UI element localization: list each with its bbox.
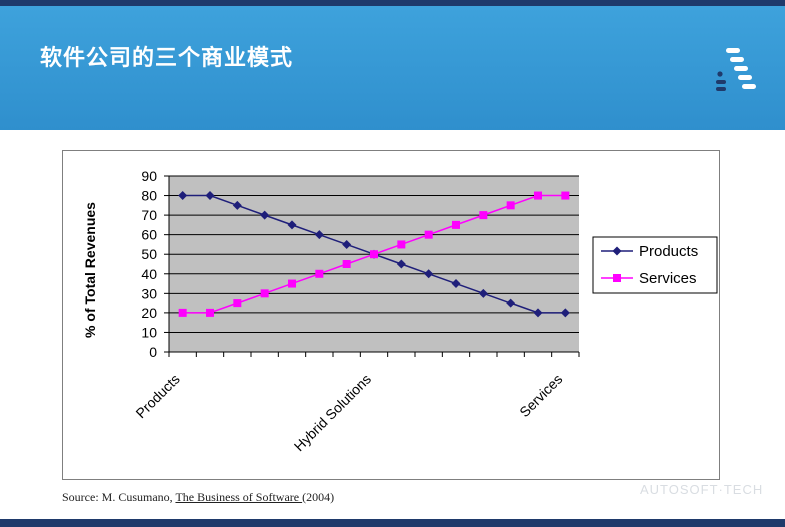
data-point xyxy=(533,308,543,318)
data-point xyxy=(396,259,406,269)
legend-marker xyxy=(612,246,622,256)
x-tick-label: Hybrid Solutions xyxy=(291,371,374,454)
data-point xyxy=(178,191,188,201)
legend: Products Services xyxy=(592,236,718,294)
data-point xyxy=(452,220,460,229)
data-point xyxy=(506,201,515,210)
source-year: (2004) xyxy=(302,490,335,504)
y-tick-label: 10 xyxy=(141,324,157,340)
watermark-text: AUTOSOFT·TECH xyxy=(640,482,764,497)
source-book-title: The Business of Software xyxy=(175,490,303,504)
data-point xyxy=(342,239,352,249)
data-point xyxy=(314,230,324,240)
y-tick-label: 90 xyxy=(141,168,157,184)
y-tick-label: 60 xyxy=(141,227,157,243)
y-tick-label: 80 xyxy=(141,188,157,204)
data-point xyxy=(560,308,570,318)
data-point xyxy=(370,250,378,259)
data-point xyxy=(479,211,488,220)
data-point xyxy=(260,210,270,220)
slide-title: 软件公司的三个商业模式 xyxy=(40,46,294,71)
data-point xyxy=(342,260,351,268)
legend-box xyxy=(592,236,718,294)
legend-label: Products xyxy=(639,243,698,260)
slide-header: 软件公司的三个商业模式 xyxy=(0,6,785,130)
data-point xyxy=(287,220,297,230)
y-tick-label: 50 xyxy=(141,246,157,262)
y-tick-label: 70 xyxy=(141,207,157,223)
data-point xyxy=(233,299,242,308)
data-point xyxy=(178,308,187,317)
legend-marker xyxy=(613,274,621,282)
y-tick-label: 40 xyxy=(141,266,157,282)
y-tick-label: 20 xyxy=(141,305,157,321)
company-logo-icon xyxy=(716,48,756,91)
x-tick-label: Products xyxy=(132,371,182,421)
data-point xyxy=(397,240,406,249)
legend-label: Services xyxy=(639,270,697,287)
data-point xyxy=(534,191,542,200)
data-point xyxy=(424,230,433,239)
chart-frame: 0 10 20 30 40 50 60 70 80 90 Products Hybrid Solut… xyxy=(62,150,720,480)
data-point xyxy=(206,308,214,317)
data-point xyxy=(506,298,516,308)
data-point xyxy=(260,289,269,298)
data-point xyxy=(561,191,570,200)
data-point xyxy=(315,269,324,278)
revenue-line-chart: 0 10 20 30 40 50 60 70 80 90 Products Hybrid Solut… xyxy=(82,168,718,454)
data-point xyxy=(288,279,296,288)
data-point xyxy=(424,269,434,279)
y-tick-label: 30 xyxy=(141,285,157,301)
top-border xyxy=(0,0,785,6)
data-point xyxy=(205,191,215,201)
data-point xyxy=(478,288,488,298)
y-axis-label: % of Total Revenues xyxy=(82,202,98,338)
source-citation: Source: M. Cusumano, The Business of Sof… xyxy=(62,490,334,505)
y-tick-label: 0 xyxy=(149,344,157,360)
x-tick-label: Services xyxy=(516,371,565,420)
data-point xyxy=(232,200,242,210)
data-point xyxy=(451,279,461,289)
bottom-border xyxy=(0,519,785,527)
source-prefix: Source: M. Cusumano, xyxy=(62,490,176,504)
